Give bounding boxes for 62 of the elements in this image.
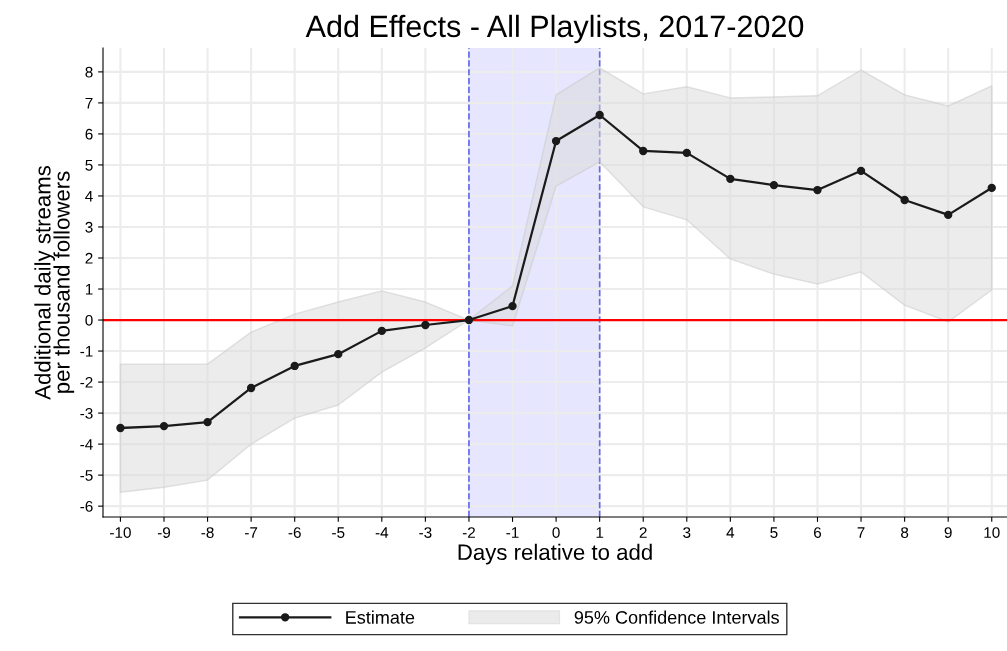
chart-title: Add Effects - All Playlists, 2017-2020 xyxy=(305,14,804,44)
y-axis-title: Additional daily streams per thousand followers xyxy=(34,165,75,400)
y-tick-label: -4 xyxy=(80,439,93,450)
x-tick-label: -2 xyxy=(462,527,475,538)
point xyxy=(726,174,735,184)
x-tick-label: -10 xyxy=(110,527,131,538)
legend-label: 95% Confidence Intervals xyxy=(574,610,779,624)
x-axis-title: Days relative to add xyxy=(458,543,652,565)
y-tick-label: -5 xyxy=(80,470,93,481)
point xyxy=(813,185,822,195)
point xyxy=(639,146,648,156)
y-tick-label: 3 xyxy=(85,221,93,233)
x-tick-label: 0 xyxy=(552,527,560,538)
point xyxy=(334,349,343,359)
x-tick-label: 2 xyxy=(639,527,647,538)
x-tick-label: -7 xyxy=(245,527,258,538)
point xyxy=(246,383,256,393)
point xyxy=(203,417,212,427)
point xyxy=(290,361,299,371)
point xyxy=(377,326,386,336)
y-tick-label: 8 xyxy=(85,66,93,78)
x-tick-label: 9 xyxy=(944,527,952,538)
point xyxy=(682,148,691,158)
x-tick-label: -8 xyxy=(201,527,214,538)
y-tick-label: 2 xyxy=(85,252,93,264)
y-tick-label: -1 xyxy=(80,346,93,357)
x-tick-label: 5 xyxy=(770,527,778,538)
point xyxy=(116,423,125,433)
point xyxy=(159,421,169,431)
y-tick-label: 1 xyxy=(85,284,93,295)
x-tick-label: 1 xyxy=(596,527,604,538)
x-tick-label: 7 xyxy=(857,527,865,538)
y-tick-label: 4 xyxy=(85,190,93,202)
point xyxy=(464,315,474,325)
x-tick-label: 6 xyxy=(814,527,822,538)
point xyxy=(551,136,561,146)
x-tick-label: -3 xyxy=(419,527,432,538)
point xyxy=(944,210,953,220)
x-tick-label: -9 xyxy=(157,527,171,538)
y-tick-label: 0 xyxy=(85,314,93,326)
x-tick-label: 4 xyxy=(726,527,735,538)
point xyxy=(421,320,430,330)
x-tick-label: -1 xyxy=(506,527,519,538)
legend-label: Estimate xyxy=(346,610,415,624)
y-tick-label: 7 xyxy=(85,97,93,109)
y-tick-label: -6 xyxy=(80,501,93,512)
x-tick-label: 10 xyxy=(984,527,1000,538)
y-tick-label: -2 xyxy=(80,376,93,388)
x-tick-label: -5 xyxy=(332,527,345,538)
x-tick-label: 8 xyxy=(901,527,909,538)
y-tick-label: 5 xyxy=(85,159,93,171)
point xyxy=(900,195,909,205)
x-tick-label: -4 xyxy=(375,527,389,538)
point xyxy=(856,166,866,176)
y-tick-label: -3 xyxy=(80,407,93,419)
point xyxy=(508,301,517,311)
point xyxy=(987,183,996,193)
y-tick-label: 6 xyxy=(85,128,93,140)
x-tick-label: -6 xyxy=(288,527,301,538)
x-tick-label: 3 xyxy=(683,527,691,538)
point xyxy=(595,110,604,120)
point xyxy=(769,180,779,190)
